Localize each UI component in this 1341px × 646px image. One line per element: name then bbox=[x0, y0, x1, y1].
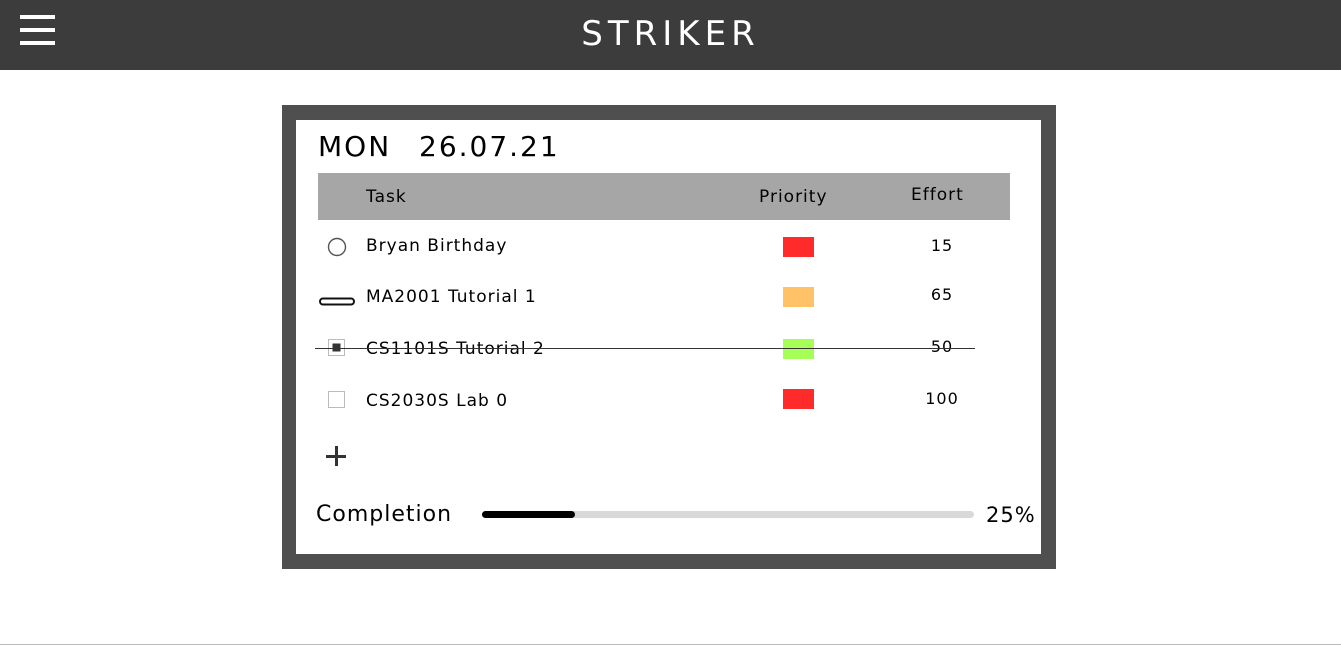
brand-logo: STRIKER bbox=[581, 14, 760, 54]
hamburger-menu-icon[interactable] bbox=[20, 15, 55, 45]
header-effort: Effort bbox=[911, 185, 964, 205]
task-name: CS1101S Tutorial 2 bbox=[366, 339, 545, 359]
task-name: MA2001 Tutorial 1 bbox=[366, 287, 537, 307]
effort-value: 50 bbox=[930, 337, 954, 356]
priority-swatch[interactable] bbox=[783, 237, 814, 257]
completion-progress-fill bbox=[482, 511, 575, 518]
pill-icon[interactable] bbox=[319, 292, 355, 311]
plus-icon[interactable] bbox=[326, 446, 348, 468]
header-priority: Priority bbox=[759, 187, 828, 207]
weekday-label: MON bbox=[318, 130, 392, 163]
effort-value: 15 bbox=[930, 236, 954, 255]
priority-swatch[interactable] bbox=[783, 389, 814, 409]
date-label: 26.07.21 bbox=[419, 130, 560, 163]
effort-value: 100 bbox=[925, 389, 959, 408]
top-bar: STRIKER bbox=[0, 0, 1341, 70]
checkbox-checked-icon[interactable] bbox=[328, 339, 345, 360]
completion-progress-bar bbox=[482, 511, 974, 518]
table-header bbox=[318, 173, 1010, 220]
header-task: Task bbox=[366, 187, 407, 207]
strikethrough-line bbox=[315, 348, 975, 349]
priority-swatch[interactable] bbox=[783, 339, 814, 359]
priority-swatch[interactable] bbox=[783, 287, 814, 307]
completion-label: Completion bbox=[316, 502, 453, 527]
checkbox-empty-icon[interactable] bbox=[328, 391, 345, 412]
task-name: Bryan Birthday bbox=[366, 236, 508, 256]
effort-value: 65 bbox=[930, 285, 954, 304]
task-name: CS2030S Lab 0 bbox=[366, 391, 509, 411]
page-bottom-divider bbox=[0, 644, 1341, 645]
radio-empty-icon[interactable] bbox=[327, 237, 347, 261]
completion-value: 25% bbox=[986, 503, 1036, 527]
